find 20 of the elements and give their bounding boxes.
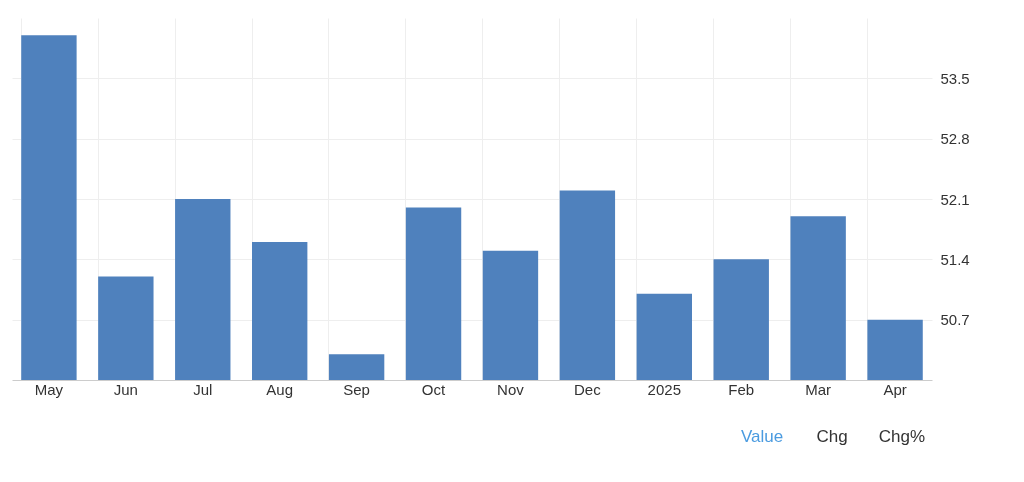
y-tick-label: 53.5 — [940, 69, 970, 87]
x-tick-label: Jul — [193, 380, 213, 398]
x-tick-label: Apr — [883, 380, 907, 398]
x-tick-label: Nov — [497, 380, 525, 398]
y-tick-label: 51.4 — [940, 250, 970, 268]
y-tick-label: 52.8 — [940, 130, 970, 148]
x-tick-label: Aug — [266, 380, 294, 398]
x-tick-label: Jun — [113, 380, 138, 398]
x-tick-label: Oct — [421, 380, 447, 398]
x-tick-label: 2025 — [647, 380, 681, 398]
y-tick-label: 52.1 — [940, 190, 970, 208]
x-tick-label: Mar — [805, 380, 832, 398]
x-tick-label: Sep — [343, 380, 370, 398]
text: Chg% — [878, 427, 926, 446]
text: Value — [740, 427, 784, 446]
x-tick-label: May — [34, 380, 64, 398]
x-tick-label: Feb — [728, 380, 755, 398]
text: Chg — [816, 427, 848, 446]
y-tick-label: 50.7 — [940, 311, 970, 329]
x-tick-label: Dec — [574, 380, 602, 398]
